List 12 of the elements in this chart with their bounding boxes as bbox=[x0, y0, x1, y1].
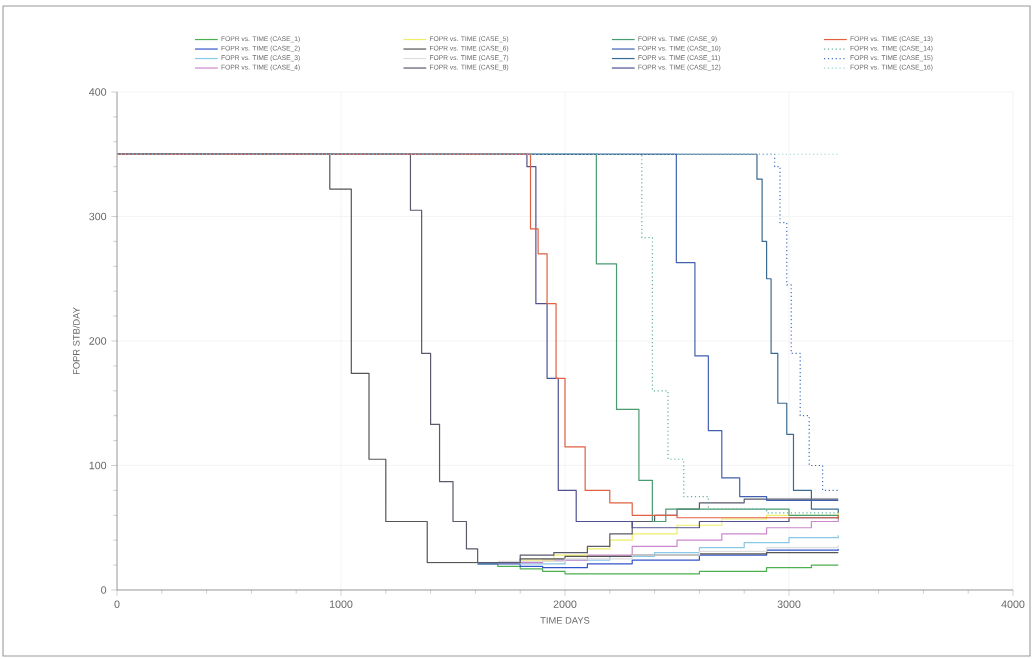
x-tick-label: 2000 bbox=[553, 600, 577, 608]
x-tick-label: 1000 bbox=[329, 600, 353, 608]
y-tick-label: 0 bbox=[101, 586, 107, 594]
y-tick-label: 100 bbox=[89, 461, 107, 470]
x-tick-label: 0 bbox=[114, 600, 120, 608]
x-tick-label: 3000 bbox=[777, 600, 801, 608]
y-tick-label: 400 bbox=[89, 88, 107, 96]
x-tick-label: 4000 bbox=[1001, 600, 1025, 608]
y-axis-title: FOPR STB/DAY bbox=[72, 307, 80, 375]
y-tick-label: 200 bbox=[89, 337, 107, 345]
x-axis-title: TIME DAYS bbox=[540, 617, 590, 624]
y-tick-label: 300 bbox=[89, 212, 107, 221]
